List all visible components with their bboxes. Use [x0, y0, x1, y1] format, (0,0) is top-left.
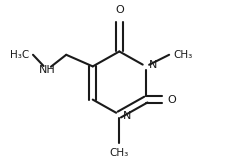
Text: H₃C: H₃C	[10, 50, 30, 60]
Text: CH₃: CH₃	[173, 50, 192, 60]
Text: N: N	[149, 60, 157, 70]
Text: N: N	[122, 111, 131, 121]
Text: O: O	[167, 95, 176, 105]
Text: NH: NH	[39, 65, 55, 75]
Text: CH₃: CH₃	[109, 148, 128, 158]
Text: O: O	[114, 5, 123, 15]
